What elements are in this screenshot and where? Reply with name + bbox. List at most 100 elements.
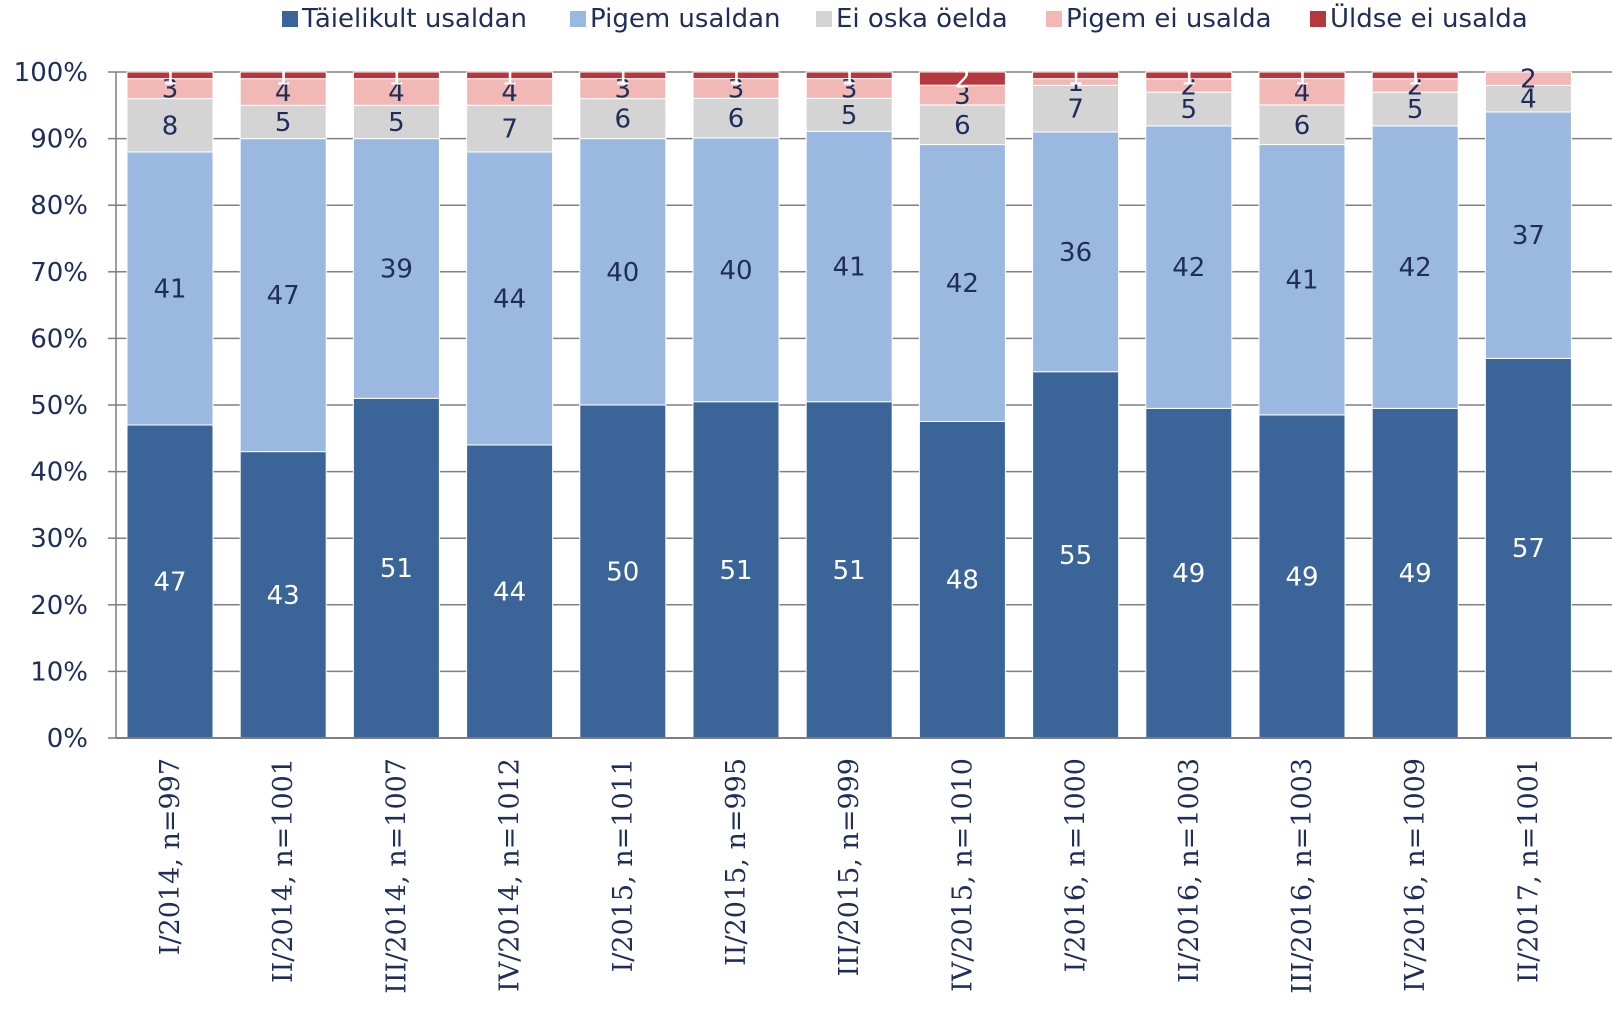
legend-swatch <box>816 11 832 27</box>
bar-segment <box>1032 131 1120 373</box>
y-tick-label: 90% <box>30 125 88 155</box>
data-label: 4 <box>1520 85 1537 115</box>
y-tick-label: 100% <box>14 58 88 88</box>
bar-segment <box>1032 371 1120 739</box>
data-label: 44 <box>493 577 526 607</box>
bar-segment <box>126 71 214 80</box>
bar-segment <box>466 71 554 80</box>
bar-segment <box>692 71 780 80</box>
y-tick-label: 60% <box>30 324 88 354</box>
legend-swatch <box>1046 11 1062 27</box>
data-label: 39 <box>380 254 413 284</box>
data-label: 43 <box>267 581 300 611</box>
data-label: 41 <box>1285 266 1318 296</box>
y-tick-label: 50% <box>30 391 88 421</box>
x-tick-label: I/2014, n=997 <box>155 758 186 955</box>
data-label: 5 <box>275 108 292 138</box>
x-tick-label: II/2015, n=995 <box>721 758 752 966</box>
data-label: 42 <box>1172 253 1205 283</box>
bar-segment <box>239 78 327 106</box>
bar-segment <box>1258 144 1346 416</box>
data-label: 6 <box>615 105 632 135</box>
x-tick-label: IV/2015, n=1010 <box>947 758 978 992</box>
data-label: 1 <box>388 61 405 91</box>
legend-label: Pigem ei usalda <box>1066 4 1272 34</box>
data-label: 2 <box>954 65 971 95</box>
bar-segment <box>352 71 440 80</box>
data-label: 5 <box>841 101 858 131</box>
bar-segment <box>1484 111 1572 359</box>
bar-segment <box>692 401 780 739</box>
bar-segment <box>466 151 554 446</box>
bar-segment <box>239 138 327 453</box>
bar-segment <box>805 130 893 403</box>
chart-legend: Täielikult usaldan Pigem usaldan Ei oska ö… <box>0 4 1612 44</box>
x-tick-label: IV/2014, n=1012 <box>495 758 526 992</box>
data-label: 41 <box>833 253 866 283</box>
data-label: 5 <box>1181 95 1198 125</box>
data-label: 40 <box>719 256 752 286</box>
legend-label: Üldse ei usalda <box>1330 4 1528 34</box>
x-tick-label: I/2015, n=1011 <box>608 758 639 972</box>
bar-segment <box>466 444 554 739</box>
data-label: 36 <box>1059 238 1092 268</box>
bar-segment <box>126 151 214 426</box>
data-label: 1 <box>162 61 179 91</box>
data-label: 55 <box>1059 541 1092 571</box>
bar-segment <box>1258 78 1346 106</box>
data-label: 4 <box>275 78 292 108</box>
data-label: 49 <box>1399 559 1432 589</box>
bar-segment <box>239 451 327 739</box>
bar-segment <box>352 104 440 140</box>
data-label: 1 <box>275 61 292 91</box>
bar-segment <box>126 98 214 153</box>
legend-label: Pigem usaldan <box>590 4 781 34</box>
x-tick-label: III/2016, n=1003 <box>1287 758 1318 994</box>
data-label: 8 <box>162 111 179 141</box>
data-label: 3 <box>954 81 971 111</box>
x-tick-label: III/2015, n=999 <box>834 758 865 977</box>
y-tick-label: 10% <box>30 657 88 687</box>
legend-label: Ei oska öelda <box>836 4 1008 34</box>
bar-segment <box>352 397 440 739</box>
data-label: 3 <box>615 75 632 105</box>
data-label: 49 <box>1285 562 1318 592</box>
data-label: 41 <box>153 274 186 304</box>
bar-segment <box>1258 71 1346 80</box>
data-label: 1 <box>1294 61 1311 91</box>
data-label: 44 <box>493 284 526 314</box>
bar-segment <box>1145 71 1233 80</box>
bar-segment <box>1032 71 1120 80</box>
data-label: 51 <box>380 554 413 584</box>
data-label: 6 <box>954 111 971 141</box>
data-label: 57 <box>1512 534 1545 564</box>
legend-item: Täielikult usaldan <box>282 4 527 34</box>
data-label: 40 <box>606 258 639 288</box>
legend-item: Üldse ei usalda <box>1310 4 1528 34</box>
bar-segment <box>1371 71 1459 80</box>
x-tick-label: II/2016, n=1003 <box>1174 758 1205 983</box>
data-label: 1 <box>615 61 632 91</box>
legend-swatch <box>1310 11 1326 27</box>
data-label: 42 <box>1399 253 1432 283</box>
data-label: 3 <box>162 75 179 105</box>
y-tick-label: 0% <box>47 724 88 754</box>
data-label: 42 <box>946 269 979 299</box>
y-tick-label: 40% <box>30 458 88 488</box>
bar-segment <box>805 71 893 80</box>
data-label: 1 <box>841 61 858 91</box>
bar-segment <box>579 71 667 80</box>
data-label: 6 <box>728 104 745 134</box>
data-label: 37 <box>1512 221 1545 251</box>
bar-segment <box>692 137 780 403</box>
legend-item: Pigem usaldan <box>570 4 781 34</box>
bar-segment <box>692 97 780 139</box>
data-label: 51 <box>719 556 752 586</box>
x-tick-label: II/2014, n=1001 <box>268 758 299 983</box>
data-label: 48 <box>946 566 979 596</box>
data-label: 7 <box>501 115 518 145</box>
bar-segment <box>1371 125 1459 409</box>
bar-segment <box>466 78 554 106</box>
x-tick-label: IV/2016, n=1009 <box>1400 758 1431 992</box>
